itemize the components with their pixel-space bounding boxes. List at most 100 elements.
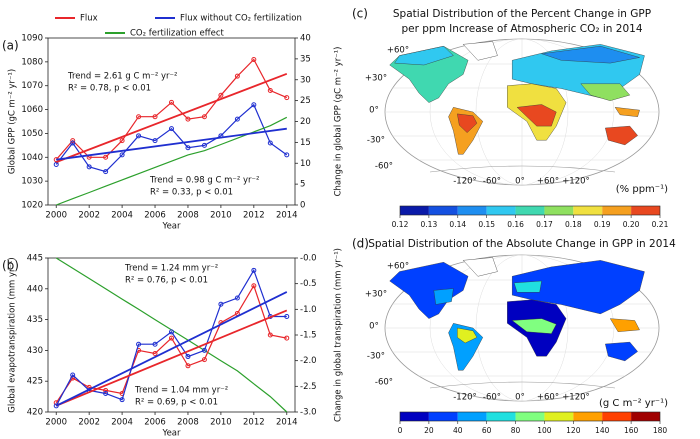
series-line (56, 127, 287, 161)
x-tick-label: 2012 (243, 418, 265, 428)
x-tick-label: 2000 (45, 211, 67, 221)
series-marker (119, 397, 125, 403)
x-tick-label: 2004 (111, 418, 133, 428)
colorbar-tick-label: 180 (653, 426, 668, 435)
lat-label: +60° (387, 46, 409, 56)
y-tick-label: 425 (27, 377, 43, 387)
colorbar-tick-label: 0.18 (565, 220, 582, 229)
colorbar-segment (457, 206, 487, 215)
series-marker (201, 347, 207, 353)
lon-label: -60° (483, 177, 501, 187)
series-marker (103, 154, 109, 160)
lon-label: +60° (537, 177, 559, 187)
colorbar-segment (400, 206, 429, 215)
lon-label: +120° (562, 393, 590, 403)
y2-tick-label: 15 (300, 138, 311, 148)
series-marker (267, 140, 273, 146)
series-marker (284, 335, 290, 341)
colorbar-frame (399, 411, 661, 422)
colorbar-tick-label: 100 (537, 426, 552, 435)
lat-label: 0° (369, 322, 379, 332)
x-tick-label: 2000 (45, 418, 67, 428)
panel-label: (b) (2, 259, 19, 273)
series-marker (267, 332, 273, 338)
series-marker (284, 95, 290, 101)
annotation: Trend = 1.24 mm yr⁻² (124, 264, 218, 274)
y-tick-label: 1030 (21, 177, 43, 187)
series-marker (136, 341, 142, 347)
series-line (55, 72, 288, 163)
colorbar-tick-label: 0.20 (623, 220, 640, 229)
series-marker (70, 372, 76, 378)
x-tick-label: 2006 (144, 211, 166, 221)
legend-label: Flux (80, 14, 98, 24)
series-line (55, 58, 288, 161)
series-marker (119, 152, 125, 158)
y2-tick-label: 5 (300, 180, 305, 190)
y-tick-label: 1060 (21, 105, 43, 115)
lon-label: -120° (453, 393, 477, 403)
legend-label: CO₂ fertilization effect (130, 29, 225, 39)
colorbar-frame (399, 205, 661, 216)
y2-axis-label: Change in global GPP (gC m⁻² yr⁻¹) (334, 47, 344, 197)
unit-label: (% ppm⁻¹) (616, 184, 668, 195)
x-axis-label: Year (162, 429, 182, 439)
series-marker (152, 138, 158, 144)
colorbar-segment (602, 412, 632, 421)
map-c (384, 38, 660, 186)
unit-label: (g C m⁻² yr⁻¹) (599, 398, 668, 409)
colorbar-tick-label: 0.13 (421, 220, 438, 229)
y-axis-label: Global GPP (gC m⁻² yr⁻¹) (8, 69, 18, 174)
colorbar-segment (573, 412, 603, 421)
colorbar-segment (457, 412, 487, 421)
y-tick-label: 440 (27, 284, 43, 294)
lon-label: -120° (453, 177, 477, 187)
series-marker (201, 357, 207, 363)
annotation: R² = 0.78, p < 0.01 (68, 84, 151, 94)
series-marker (152, 350, 158, 356)
series-marker (119, 138, 125, 144)
series-line (55, 103, 288, 173)
series-marker (86, 164, 92, 170)
series-line (55, 291, 288, 407)
y-tick-label: 420 (27, 408, 43, 418)
colorbar-tick-label: 0.21 (652, 220, 669, 229)
colorbar-tick-label: 20 (424, 426, 434, 435)
lat-label: -30° (367, 136, 385, 146)
y-tick-label: 445 (27, 254, 43, 264)
series-marker (136, 114, 142, 120)
y2-tick-label: -3.0 (300, 408, 317, 418)
y-tick-label: 1070 (21, 81, 43, 91)
series-marker (201, 142, 207, 148)
y2-tick-label: 10 (300, 159, 311, 169)
annotation: Trend = 1.04 mm yr⁻² (134, 386, 228, 396)
y-axis-label: Global evapotranspiration (mm yr⁻¹) (8, 257, 18, 413)
x-tick-label: 2008 (177, 211, 199, 221)
colorbar-segment (602, 206, 632, 215)
lat-label: +30° (365, 290, 387, 300)
colorbar-segment (631, 206, 660, 215)
colorbar-segment (400, 412, 429, 421)
lat-label: 0° (369, 106, 379, 116)
y2-tick-label: 30 (300, 75, 311, 85)
series-marker (185, 354, 191, 360)
map-title: per ppm Increase of Atmospheric CO₂ in 2… (401, 23, 642, 35)
series-marker (103, 387, 109, 393)
lat-label: -60° (375, 162, 393, 172)
colorbar-tick-label: 120 (566, 426, 581, 435)
series-marker (251, 102, 257, 108)
series-marker (284, 314, 290, 320)
y-tick-label: 1020 (21, 201, 43, 211)
colorbar-tick-label: 0 (398, 426, 403, 435)
x-tick-label: 2014 (276, 211, 298, 221)
series-marker (53, 161, 59, 167)
legend-label: Flux without CO₂ fertilization (180, 14, 302, 24)
series-marker (185, 116, 191, 122)
colorbar-segment (544, 412, 574, 421)
lon-label: -60° (483, 393, 501, 403)
x-tick-label: 2002 (78, 211, 100, 221)
lon-label: +120° (562, 177, 590, 187)
map-d (384, 254, 660, 402)
series-marker (169, 99, 174, 105)
